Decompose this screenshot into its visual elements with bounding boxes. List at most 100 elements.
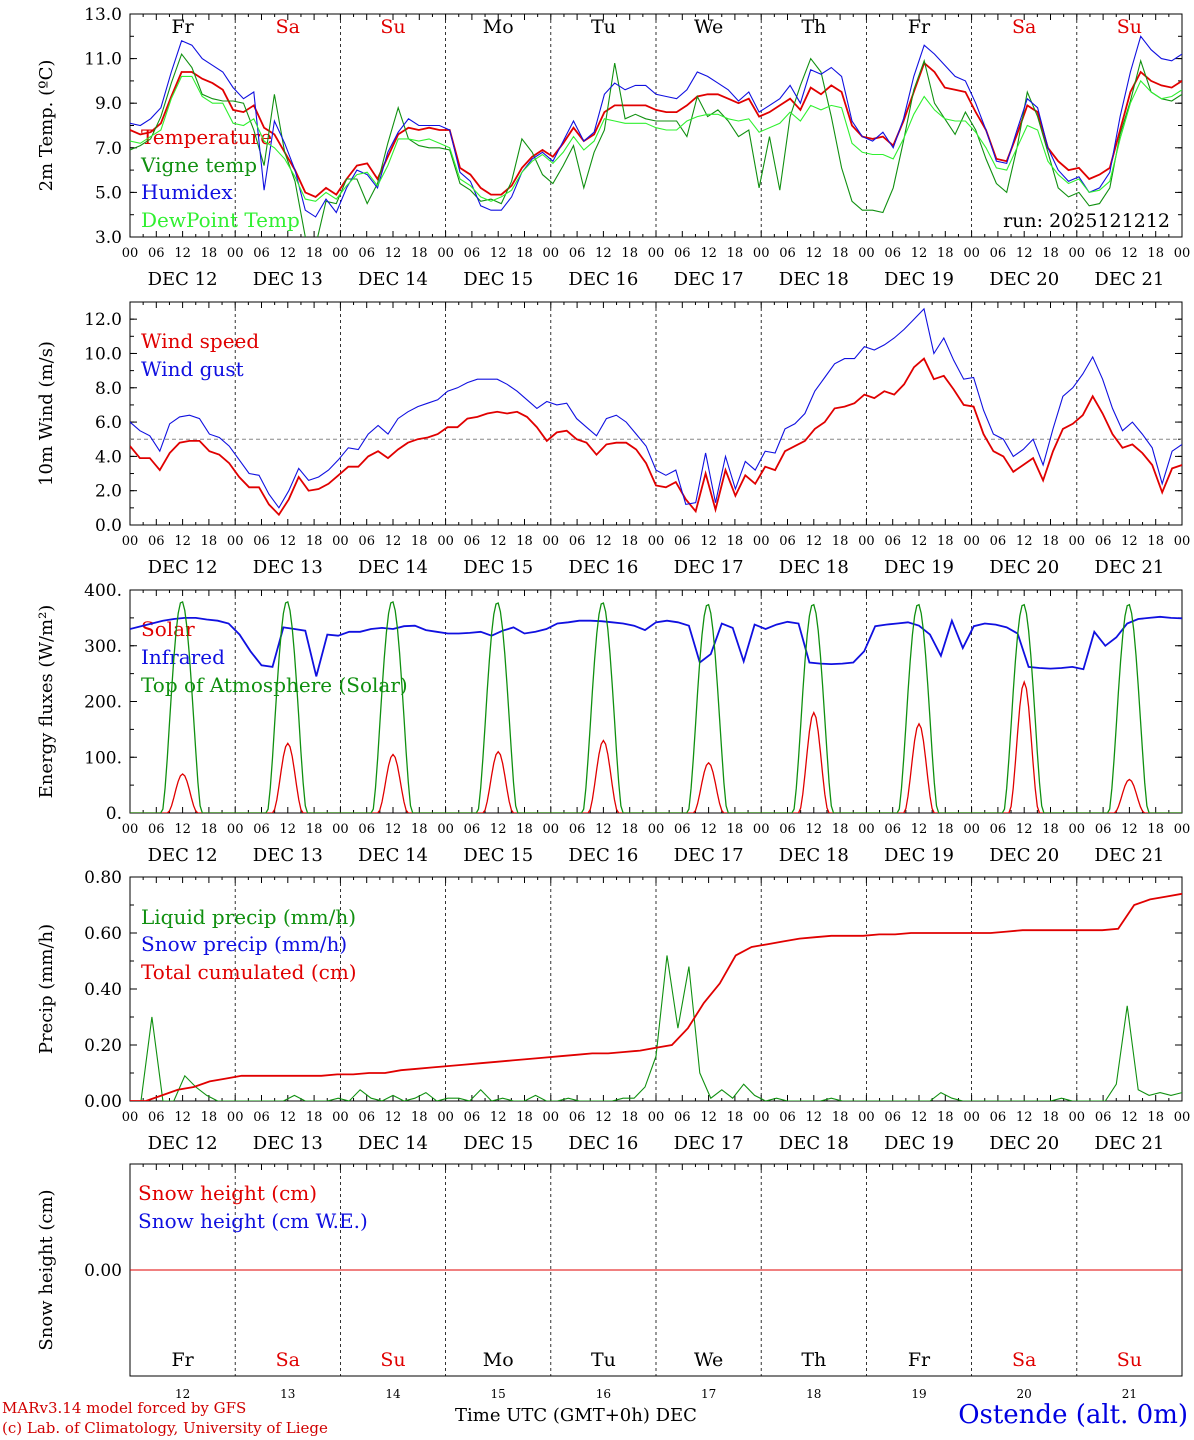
x-hour-label: 00 [648, 822, 665, 837]
x-hour-label: 06 [779, 246, 796, 261]
x-date-label: DEC 17 [674, 557, 744, 578]
x-hour-label: 12 [280, 534, 297, 549]
x-hour-label: 00 [332, 1110, 349, 1125]
y-tick-label: 300. [84, 637, 122, 657]
x-hour-label: 06 [253, 822, 270, 837]
weekday-label: Fr [908, 1349, 931, 1371]
location-label: Ostende (alt. 0m) [958, 1400, 1188, 1430]
run-annotation: run: 2025121212 [1003, 210, 1170, 232]
y-tick-label: 0.60 [84, 924, 122, 944]
x-hour-label: 00 [1174, 246, 1191, 261]
x-date-label: DEC 13 [253, 557, 323, 578]
panel-frame [129, 589, 1183, 814]
x-date-label: DEC 12 [148, 269, 218, 290]
weekday-label: Su [1117, 1349, 1142, 1371]
y-tick-label: 100. [84, 748, 122, 768]
x-hour-label: 00 [437, 1110, 454, 1125]
x-hour-label: 12 [806, 534, 823, 549]
x-hour-label: 00 [437, 534, 454, 549]
weekday-label: Mo [483, 1349, 514, 1371]
x-hour-label: 06 [990, 246, 1007, 261]
x-date-label: DEC 16 [568, 557, 638, 578]
legend-total-cumulated-cm: Total cumulated (cm) [141, 960, 357, 984]
y-tick-label: 2.0 [95, 482, 122, 502]
x-hour-label: 18 [201, 246, 218, 261]
x-hour-label: 06 [569, 246, 586, 261]
legend-wind-gust: Wind gust [141, 357, 244, 381]
vigne-temp-line [130, 52, 1182, 237]
x-date-label: DEC 16 [568, 845, 638, 866]
x-hour-label: 00 [753, 822, 770, 837]
x-date-label: DEC 18 [779, 557, 849, 578]
x-hour-label: 18 [1147, 1110, 1164, 1125]
credit-line-1: MARv3.14 model forced by GFS [2, 1399, 247, 1417]
x-hour-label: 00 [1069, 534, 1086, 549]
x-hour-label: 00 [332, 822, 349, 837]
legend-snow-height-cm: Snow height (cm) [138, 1181, 317, 1205]
x-hour-label: 06 [1095, 246, 1112, 261]
legend-vigne-temp: Vigne temp [140, 153, 257, 177]
y-tick-label: 0.0 [95, 516, 122, 536]
x-hour-label: 18 [832, 246, 849, 261]
x-hour-label: 12 [174, 822, 191, 837]
x-hour-label: 18 [937, 534, 954, 549]
y-tick-label: 3.0 [95, 228, 122, 248]
x-hour-label: 12 [1016, 822, 1033, 837]
x-date-label: DEC 15 [463, 845, 533, 866]
x-hour-label: 06 [148, 1110, 165, 1125]
x-date-label: DEC 16 [568, 269, 638, 290]
x-hour-label: 00 [753, 534, 770, 549]
y-axis-label: 2m Temp. (ºC) [36, 60, 57, 192]
weekday-label: Sa [276, 16, 300, 38]
x-hour-label: 12 [280, 822, 297, 837]
x-hour-label: 12 [280, 1110, 297, 1125]
legend-snow-height-cm-w-e: Snow height (cm W.E.) [138, 1209, 368, 1233]
x-hour-label: 12 [1121, 534, 1138, 549]
x-hour-label: 00 [227, 822, 244, 837]
y-axis-label: Snow height (cm) [36, 1189, 57, 1350]
x-date-label: DEC 18 [779, 845, 849, 866]
x-hour-label: 00 [437, 822, 454, 837]
x-date-label: DEC 16 [568, 1133, 638, 1154]
weekday-label: Th [801, 16, 826, 38]
x-hour-label: 00 [963, 534, 980, 549]
liquid-precip-mm-h-line [130, 955, 1182, 1101]
x-hour-label: 18 [937, 246, 954, 261]
day-number-label: 16 [596, 1387, 611, 1401]
x-hour-label: 06 [148, 822, 165, 837]
x-hour-label: 18 [1042, 534, 1059, 549]
y-tick-label: 11.0 [84, 50, 122, 70]
x-hour-label: 12 [280, 246, 297, 261]
y-tick-label: 200. [84, 693, 122, 713]
x-hour-label: 00 [437, 246, 454, 261]
x-axis-label: Time UTC (GMT+0h) DEC [455, 1405, 697, 1426]
y-tick-label: 0.80 [84, 868, 122, 888]
x-hour-label: 12 [700, 534, 717, 549]
legend-wind-speed: Wind speed [141, 329, 259, 353]
y-tick-label: 9.0 [95, 94, 122, 114]
x-hour-label: 00 [648, 246, 665, 261]
x-axis-month: DEC [655, 1405, 697, 1426]
x-hour-label: 00 [963, 1110, 980, 1125]
credit-line-2: (c) Lab. of Climatology, University of L… [2, 1419, 328, 1437]
x-hour-label: 00 [332, 534, 349, 549]
x-hour-label: 12 [1016, 1110, 1033, 1125]
dewpoint-temp-line [130, 75, 1182, 202]
x-date-label: DEC 21 [1094, 845, 1164, 866]
x-date-label: DEC 21 [1094, 269, 1164, 290]
x-hour-label: 18 [621, 822, 638, 837]
x-hour-label: 06 [464, 822, 481, 837]
x-hour-label: 18 [832, 1110, 849, 1125]
x-hour-label: 18 [1147, 534, 1164, 549]
y-axis-label: Precip (mm/h) [36, 924, 57, 1054]
x-hour-label: 18 [411, 822, 428, 837]
x-date-label: DEC 14 [358, 1133, 428, 1154]
x-date-label: DEC 12 [148, 845, 218, 866]
x-hour-label: 18 [937, 822, 954, 837]
x-hour-label: 00 [858, 822, 875, 837]
x-hour-label: 18 [1042, 822, 1059, 837]
x-date-label: DEC 21 [1094, 557, 1164, 578]
temperature-line [130, 61, 1182, 198]
x-date-label: DEC 14 [358, 845, 428, 866]
